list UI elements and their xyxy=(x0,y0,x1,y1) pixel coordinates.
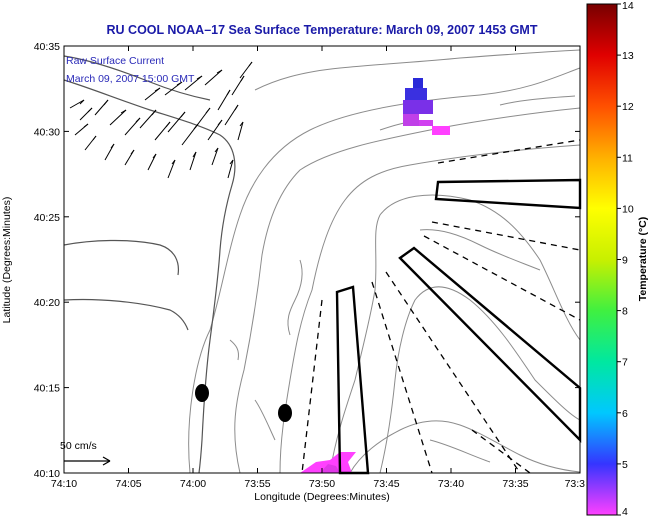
y-tick-label: 40:20 xyxy=(34,297,60,309)
x-axis-ticks: 74:10 74:05 74:00 73:55 73:50 73:45 73:40 73:35… xyxy=(51,46,585,490)
colorbar-tick-label: 9 xyxy=(622,255,628,267)
x-tick-label: 73:55 xyxy=(244,478,270,490)
x-tick-label: 74:00 xyxy=(180,478,206,490)
colorbar-tick-label: 12 xyxy=(622,101,634,113)
coastline xyxy=(63,55,236,474)
colorbar-tick-label: 13 xyxy=(622,50,634,62)
station-marker-1 xyxy=(195,384,209,402)
x-axis-label: Longitude (Degrees:Minutes) xyxy=(254,491,389,503)
x-tick-label: 73:45 xyxy=(373,478,399,490)
colorbar-tick-label: 7 xyxy=(622,357,628,369)
x-tick-label: 73:40 xyxy=(438,478,464,490)
y-axis-ticks: 40:35 40:30 40:25 40:20 40:15 40:10 xyxy=(34,41,580,480)
colorbar xyxy=(586,3,618,516)
y-tick-label: 40:15 xyxy=(34,383,60,395)
surface-current-vectors xyxy=(69,61,253,179)
colorbar-ticks: 14 13 12 11 10 9 8 7 6 5 4 xyxy=(617,0,634,518)
inset-date: March 09, 2007 15:00 GMT xyxy=(66,73,195,85)
scale-bar-arrow xyxy=(64,456,111,466)
plot-background xyxy=(64,46,580,473)
x-tick-label: 74:10 xyxy=(51,478,77,490)
x-tick-label: 73:35 xyxy=(502,478,528,490)
colorbar-tick-label: 5 xyxy=(622,459,628,471)
x-tick-label: 73:3 xyxy=(565,478,586,490)
sst-patches xyxy=(300,78,450,473)
y-tick-label: 40:35 xyxy=(34,41,60,53)
y-tick-label: 40:10 xyxy=(34,468,60,480)
bathymetry-contours xyxy=(188,49,581,474)
figure-title: RU COOL NOAA–17 Sea Surface Temperature:… xyxy=(107,23,538,37)
y-tick-label: 40:30 xyxy=(34,126,60,138)
colorbar-label: Temperature (°C) xyxy=(637,217,649,302)
colorbar-tick-label: 6 xyxy=(622,408,628,420)
inset-title: Raw Surface Current xyxy=(66,55,164,67)
x-tick-label: 73:50 xyxy=(309,478,335,490)
y-tick-label: 40:25 xyxy=(34,212,60,224)
y-axis-label: Latitude (Degrees:Minutes) xyxy=(1,197,13,324)
colorbar-tick-label: 4 xyxy=(622,506,628,518)
scale-bar-label: 50 cm/s xyxy=(60,440,97,452)
colorbar-tick-label: 10 xyxy=(622,203,634,215)
x-tick-label: 74:05 xyxy=(115,478,141,490)
colorbar-tick-label: 11 xyxy=(622,152,633,164)
colorbar-tick-label: 14 xyxy=(622,0,634,12)
colorbar-tick-label: 8 xyxy=(622,306,628,318)
station-marker-2 xyxy=(278,404,292,422)
